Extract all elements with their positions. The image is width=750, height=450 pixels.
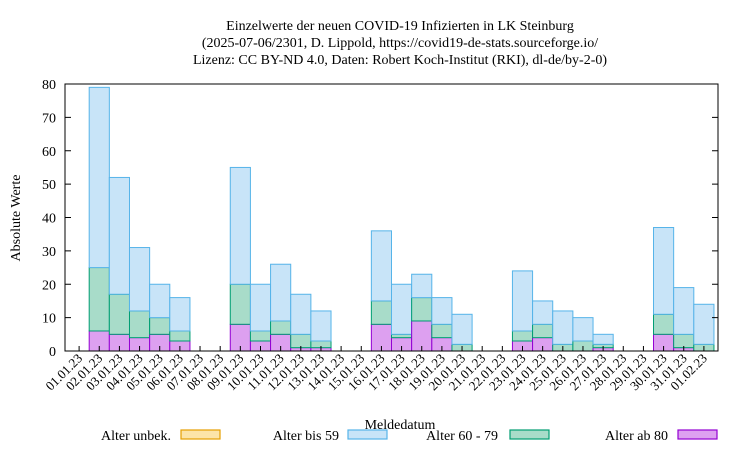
bar-segment — [290, 333, 312, 349]
bar-segment — [653, 313, 675, 335]
legend: Alter unbek. Alter bis 59 Alter 60 - 79 Alt… — [101, 429, 718, 444]
bar-segment — [693, 303, 715, 345]
y-tick-label: 30 — [42, 245, 56, 260]
y-tick-label: 10 — [42, 312, 56, 327]
legend-swatch — [509, 429, 550, 440]
bar-segment — [310, 310, 332, 342]
bar-segment — [411, 273, 433, 299]
y-tick-label: 50 — [42, 178, 56, 193]
bar-segment — [370, 300, 393, 325]
bar-segment — [169, 330, 191, 342]
bar-segment — [532, 323, 554, 339]
bar-segment — [592, 333, 614, 345]
bar-segment — [431, 323, 453, 339]
bar-segment — [511, 330, 534, 342]
bar-segment — [391, 283, 413, 335]
bar-segment — [270, 320, 292, 335]
bar-segment — [572, 317, 594, 342]
title-line-3: Lizenz: CC BY-ND 4.0, Daten: Robert Koch… — [193, 53, 607, 68]
legend-swatch — [677, 429, 718, 440]
bar-segment — [290, 293, 312, 335]
bar-segment — [511, 270, 534, 332]
y-tick-label: 80 — [42, 78, 56, 93]
bar-segment — [411, 297, 433, 322]
y-tick-label: 0 — [49, 345, 56, 360]
bar-segment — [451, 313, 473, 345]
legend-label: Alter ab 80 — [605, 429, 668, 444]
y-tick-label: 20 — [42, 278, 56, 293]
bar-segment — [88, 86, 110, 269]
bar-segment — [673, 333, 695, 349]
y-tick-label: 60 — [42, 145, 56, 160]
y-tick-label: 40 — [42, 212, 56, 227]
legend-swatch — [180, 429, 221, 440]
bar-segment — [270, 263, 292, 322]
chart-title: Einzelwerte der neuen COVID-19 Infiziert… — [193, 19, 607, 68]
legend-label: Alter unbek. — [101, 429, 171, 444]
bar-segment — [229, 166, 251, 285]
bar-segment — [249, 330, 272, 342]
bar-segment — [149, 283, 171, 319]
bar-segment — [391, 333, 413, 339]
bar-segment — [149, 317, 171, 335]
bars-layer — [88, 86, 715, 352]
bar-segment — [653, 227, 675, 315]
legend-label: Alter 60 - 79 — [426, 429, 498, 444]
x-axis-label: Meldedatum — [365, 418, 436, 433]
bar-segment — [249, 283, 272, 332]
y-tick-label: 70 — [42, 111, 56, 126]
bar-segment — [370, 230, 393, 302]
title-line-2: (2025-07-06/2301, D. Lippold, https://co… — [202, 36, 598, 51]
title-line-1: Einzelwerte der neuen COVID-19 Infiziert… — [226, 19, 574, 34]
bar-segment — [128, 310, 151, 339]
bar-segment — [169, 297, 191, 332]
legend-label: Alter bis 59 — [273, 429, 339, 444]
bar-segment — [673, 287, 695, 335]
bar-segment — [431, 297, 453, 325]
bar-segment — [128, 247, 151, 312]
bar-segment — [108, 176, 130, 295]
bar-segment — [108, 293, 130, 335]
legend-swatch — [347, 429, 388, 440]
bar-segment — [532, 300, 554, 325]
y-axis-label: Absolute Werte — [9, 175, 24, 262]
bar-segment — [552, 310, 574, 345]
bar-segment — [88, 267, 110, 332]
bar-segment — [229, 283, 251, 325]
